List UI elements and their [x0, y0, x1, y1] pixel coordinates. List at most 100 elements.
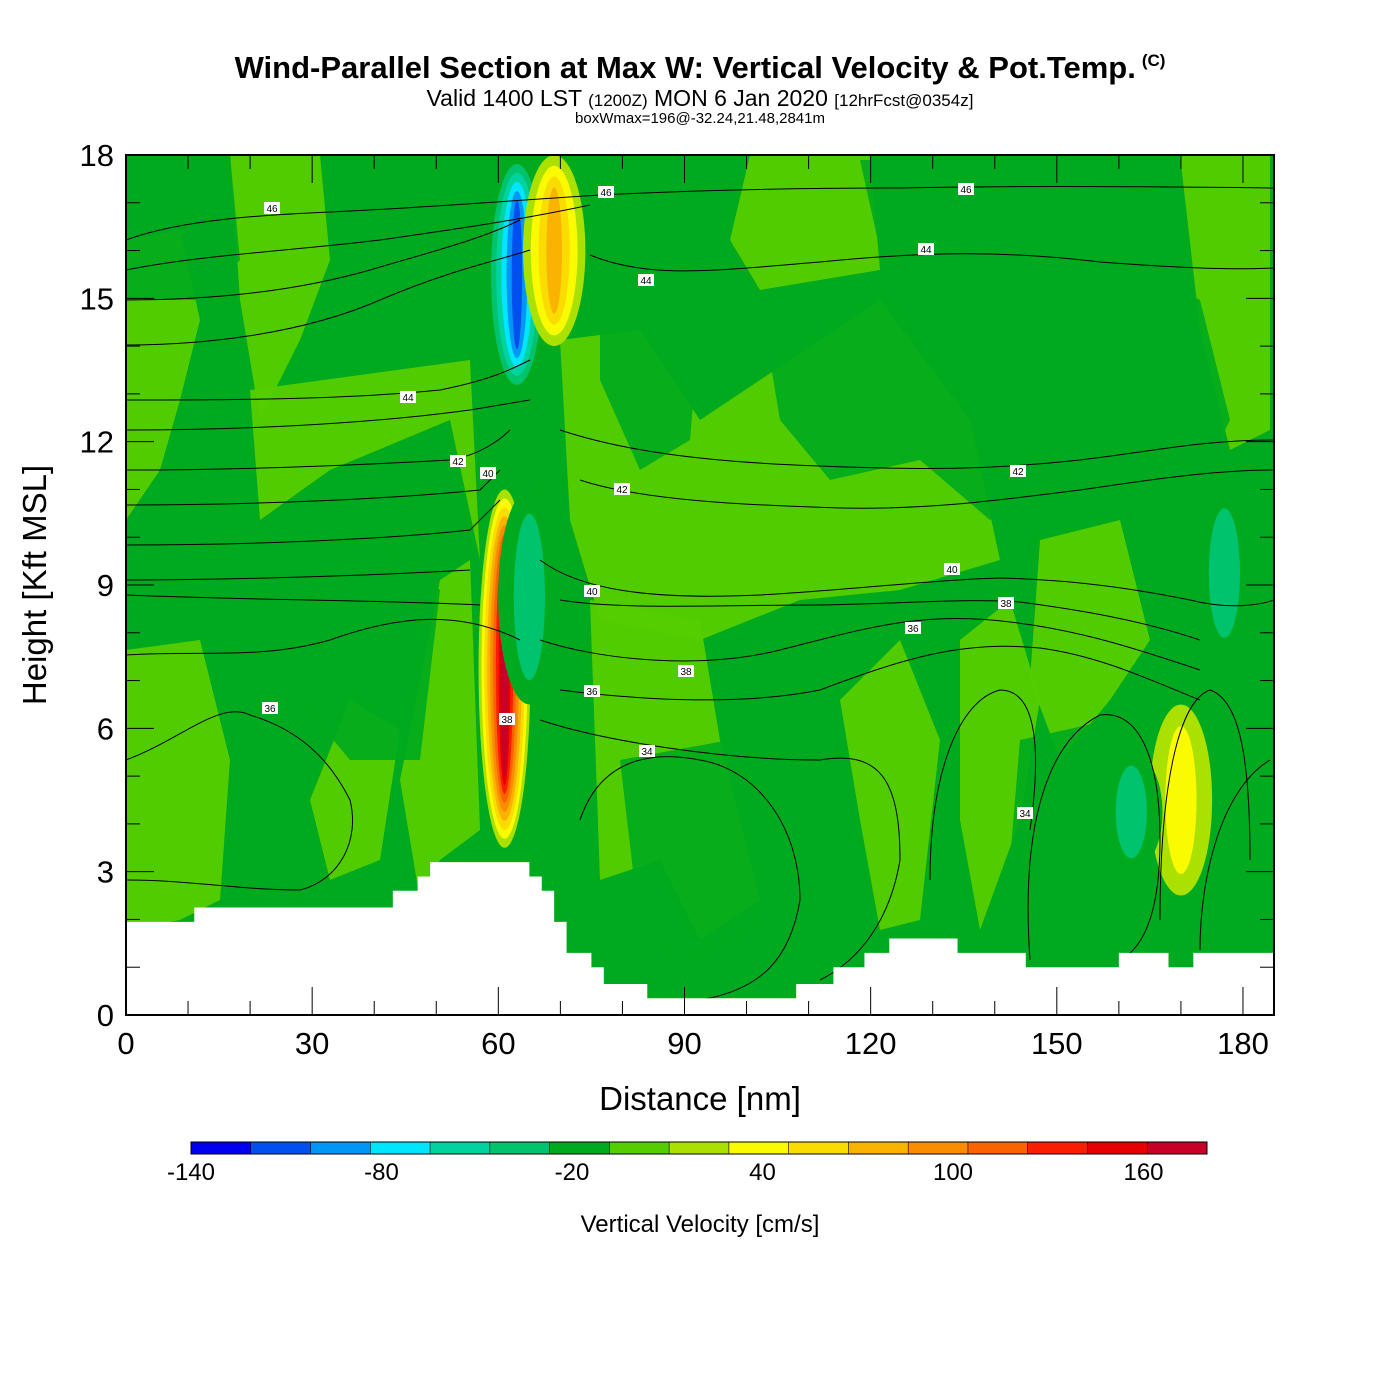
theta-label-text: 36	[907, 624, 919, 635]
theta-contour-17	[539, 617, 1201, 671]
field-dark-patch-5	[620, 740, 770, 960]
theta-label-text: 46	[266, 204, 278, 215]
theta-label-text: 44	[920, 245, 932, 256]
feature-3-level-1	[513, 513, 545, 681]
theta-label-16: 36	[584, 685, 600, 698]
theta-contour-6	[126, 399, 531, 431]
theta-contour-22	[929, 689, 1037, 881]
colorbar-swatch-0	[191, 1142, 252, 1154]
y-tick-label: 12	[80, 425, 114, 460]
theta-label-bg	[918, 243, 934, 255]
theta-label-text: 36	[264, 704, 276, 715]
theta-contour-11	[126, 499, 501, 546]
theta-label-bg	[262, 702, 278, 714]
theta-contour-labels: 46 46 46 44 44 44 42 42 42 40 40 40 38 38 38 36 36 36 34 34	[262, 183, 1033, 820]
theta-contour-14	[126, 594, 481, 606]
colorbar-swatch-16	[1147, 1142, 1208, 1154]
colorbar-tick-label: 40	[749, 1159, 776, 1186]
theta-contour-20	[539, 719, 901, 981]
theta-label-6: 42	[450, 455, 466, 468]
colorbar	[190, 1141, 1208, 1155]
colorbar-swatch-14	[1027, 1142, 1088, 1154]
feature-2-level-3	[546, 187, 562, 314]
colorbar-tick-label: -140	[167, 1159, 215, 1186]
box-wmax-info: boxWmax=196@-32.24,21.48,2841m	[575, 110, 825, 127]
theta-contour-9	[126, 469, 501, 506]
theta-contour-25	[1199, 759, 1271, 951]
theta-label-bg	[1010, 465, 1026, 477]
theta-contour-10	[579, 469, 1274, 509]
utc-time: (1200Z)	[588, 91, 648, 110]
theta-label-15: 36	[262, 702, 278, 715]
y-tick-label: 0	[97, 998, 114, 1033]
field-dark-patch-1	[600, 230, 700, 470]
feature-4-level-1	[1165, 725, 1197, 875]
theta-label-text: 40	[482, 469, 494, 480]
theta-contour-13	[539, 559, 1274, 607]
colorbar-swatch-2	[310, 1142, 371, 1154]
axis-ticks	[125, 154, 1274, 1016]
theta-label-5: 44	[918, 243, 934, 256]
theta-label-bg	[584, 585, 600, 597]
theta-label-text: 46	[600, 188, 612, 199]
colorbar-swatch-6	[549, 1142, 610, 1154]
x-tick-label: 120	[845, 1026, 897, 1061]
theta-label-bg	[480, 467, 496, 479]
theta-label-bg	[400, 391, 416, 403]
field-dark-patch-0	[126, 155, 240, 300]
feature-6-level-1	[1208, 508, 1240, 638]
theta-label-text: 40	[946, 565, 958, 576]
terrain-mask	[126, 862, 1274, 1015]
chart-title-text: Wind-Parallel Section at Max W: Vertical…	[234, 50, 1136, 85]
theta-label-12: 38	[499, 713, 515, 726]
theta-label-bg	[958, 183, 974, 195]
theta-label-11: 40	[944, 563, 960, 576]
colorbar-swatch-3	[370, 1142, 431, 1154]
theta-label-18: 34	[639, 745, 655, 758]
field-dark-patch-3	[250, 540, 440, 760]
colorbar-tick-label: -20	[555, 1159, 590, 1186]
theta-contour-1	[126, 204, 591, 271]
field-patch-3	[126, 640, 230, 930]
y-tick-label: 18	[80, 138, 114, 173]
vertical-velocity-field	[126, 155, 1274, 1015]
feature-5-level-1	[1115, 765, 1147, 859]
theta-contour-16	[126, 618, 521, 656]
theta-label-text: 38	[501, 715, 513, 726]
feature-1-level-5	[511, 199, 523, 350]
theta-label-text: 34	[1019, 809, 1031, 820]
chart-title: Wind-Parallel Section at Max W: Vertical…	[0, 50, 1400, 86]
colorbar-tick-label: 100	[933, 1159, 973, 1186]
x-tick-label: 60	[481, 1026, 515, 1061]
theta-label-text: 38	[680, 667, 692, 678]
theta-contour-12	[126, 569, 471, 581]
field-dark-patch-2	[760, 280, 1230, 520]
theta-label-bg	[905, 622, 921, 634]
theta-label-9: 40	[480, 467, 496, 480]
field-patch-9	[840, 640, 940, 930]
theta-label-text: 42	[616, 485, 628, 496]
theta-label-17: 36	[905, 622, 921, 635]
theta-label-2: 46	[958, 183, 974, 196]
theta-contours	[126, 186, 1274, 1001]
copyright-mark: (C)	[1141, 51, 1166, 70]
theta-label-8: 42	[1010, 465, 1026, 478]
theta-contour-18	[559, 645, 1201, 701]
theta-label-text: 34	[641, 747, 653, 758]
x-tick-label: 0	[117, 1026, 134, 1061]
theta-label-text: 44	[402, 393, 414, 404]
theta-label-3: 44	[400, 391, 416, 404]
colorbar-swatch-15	[1087, 1142, 1148, 1154]
x-tick-label: 180	[1217, 1026, 1269, 1061]
theta-label-7: 42	[614, 483, 630, 496]
colorbar-title: Vertical Velocity [cm/s]	[581, 1211, 820, 1238]
field-patch-4	[400, 560, 480, 900]
field-patch-2	[250, 360, 480, 560]
field-dark-patch-6	[860, 160, 1020, 280]
x-tick-label: 150	[1031, 1026, 1083, 1061]
theta-contour-0	[126, 186, 1274, 241]
theta-contour-21	[579, 756, 801, 1001]
theta-label-text: 36	[586, 687, 598, 698]
field-patch-1	[230, 155, 330, 420]
